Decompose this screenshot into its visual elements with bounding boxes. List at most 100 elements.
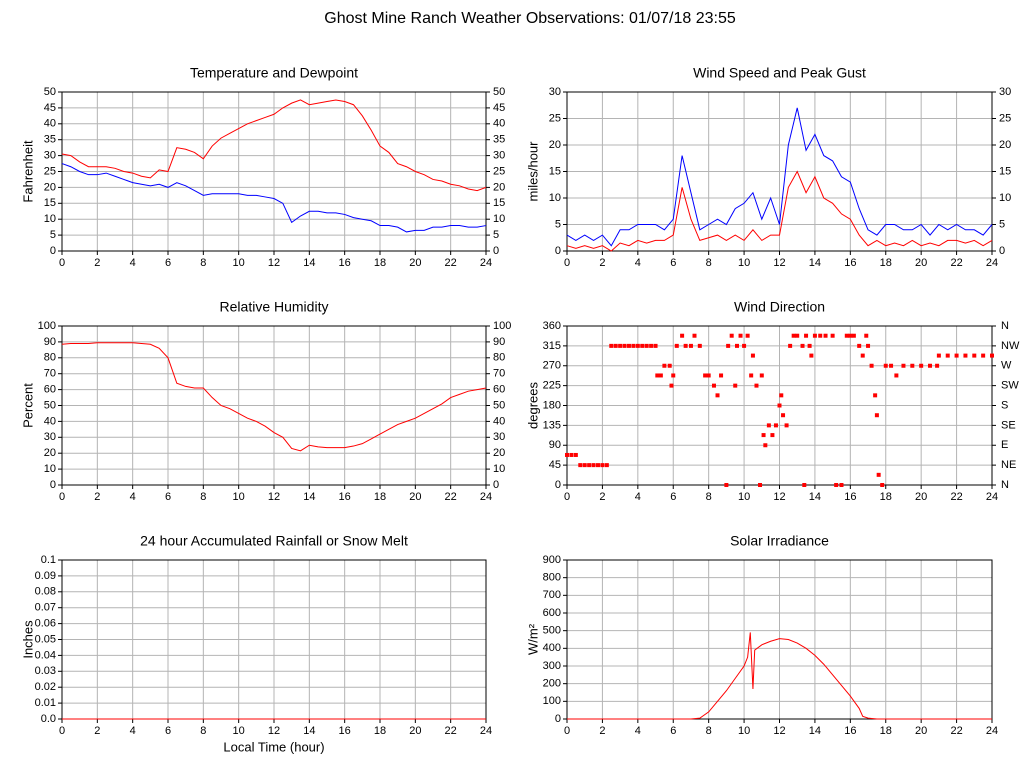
data-point — [703, 373, 708, 378]
y-tick-label-right: 35 — [493, 134, 505, 146]
x-tick-label: 16 — [339, 725, 351, 737]
data-point — [869, 363, 874, 368]
data-point — [766, 423, 771, 428]
y-tick-label: 10 — [44, 463, 56, 475]
data-point — [674, 343, 679, 348]
x-tick-label: 2 — [599, 725, 605, 737]
x-tick-label: 20 — [409, 491, 421, 503]
data-point — [742, 343, 747, 348]
data-point — [981, 353, 986, 358]
y-tick-label-right: 30 — [493, 150, 505, 162]
data-point — [582, 463, 587, 468]
data-point — [963, 353, 968, 358]
y-axis-label: Fahrenheit — [20, 140, 35, 203]
data-point — [945, 353, 950, 358]
data-point — [866, 343, 871, 348]
x-tick-label: 24 — [986, 491, 998, 503]
data-point — [600, 463, 605, 468]
y-tick-label: 135 — [543, 419, 561, 431]
x-tick-label: 4 — [130, 491, 136, 503]
x-tick-label: 14 — [809, 257, 821, 269]
y-tick-label-right: 15 — [999, 165, 1011, 177]
data-point — [763, 443, 768, 448]
data-point — [692, 333, 697, 338]
x-tick-label: 16 — [339, 491, 351, 503]
data-point — [873, 393, 878, 398]
x-tick-label: 0 — [59, 257, 65, 269]
x-tick-label: 16 — [844, 491, 856, 503]
x-tick-label: 8 — [200, 257, 206, 269]
x-tick-label: 4 — [130, 725, 136, 737]
data-point — [804, 333, 809, 338]
data-point — [745, 333, 750, 338]
data-point — [954, 353, 959, 358]
data-point — [807, 343, 812, 348]
x-tick-label: 18 — [374, 491, 386, 503]
y-tick-label: 315 — [543, 340, 561, 352]
y-axis-label: Inches — [20, 620, 35, 659]
x-tick-label: 24 — [480, 725, 492, 737]
y-tick-label: 35 — [44, 134, 56, 146]
data-point — [788, 343, 793, 348]
y2-tick-label: S — [1001, 399, 1008, 411]
data-point — [565, 452, 569, 457]
data-point — [795, 333, 800, 338]
x-tick-label: 16 — [844, 725, 856, 737]
data-point — [667, 363, 672, 368]
y-tick-label-right: 80 — [493, 352, 505, 364]
y-tick-label: 0.02 — [35, 681, 56, 693]
x-tick-label: 4 — [130, 257, 136, 269]
y-tick-label: 0.03 — [35, 665, 56, 677]
data-point — [591, 463, 596, 468]
y-tick-label: 0.07 — [35, 602, 56, 614]
y-tick-label: 360 — [543, 320, 561, 332]
data-point — [609, 343, 614, 348]
data-point — [823, 333, 828, 338]
y-tick-label: 45 — [44, 102, 56, 114]
data-point — [874, 413, 879, 418]
y-tick-label: 180 — [543, 399, 561, 411]
y-tick-label: 700 — [543, 589, 561, 601]
y-tick-label: 900 — [543, 554, 561, 566]
plot-frame — [566, 325, 993, 486]
y2-tick-label: NW — [1001, 340, 1020, 352]
x-tick-label: 16 — [339, 257, 351, 269]
y-tick-label-right: 70 — [493, 368, 505, 380]
x-tick-label: 22 — [445, 725, 457, 737]
y-tick-label: 100 — [543, 695, 561, 707]
data-point — [649, 343, 654, 348]
data-point — [658, 373, 663, 378]
x-tick-label: 12 — [773, 491, 785, 503]
chart-title: 24 hour Accumulated Rainfall or Snow Mel… — [140, 533, 408, 549]
data-point — [622, 343, 627, 348]
x-tick-label: 10 — [233, 725, 245, 737]
data-point — [750, 353, 755, 358]
x-tick-label: 20 — [915, 491, 927, 503]
data-point — [711, 383, 716, 388]
y-tick-label-right: 5 — [493, 229, 499, 241]
y-tick-label-right: 45 — [493, 102, 505, 114]
y-axis-label: miles/hour — [525, 141, 540, 202]
data-point — [773, 423, 778, 428]
y2-tick-label: SW — [1001, 380, 1019, 392]
x-tick-label: 12 — [773, 725, 785, 737]
y-tick-label-right: 0 — [999, 245, 1005, 257]
y-tick-label-right: 20 — [999, 139, 1011, 151]
x-tick-label: 12 — [268, 725, 280, 737]
x-tick-label: 0 — [564, 257, 570, 269]
data-point — [761, 433, 766, 438]
y-tick-label: 60 — [44, 384, 56, 396]
y-tick-label-right: 40 — [493, 118, 505, 130]
data-point — [680, 333, 685, 338]
y-tick-label-right: 50 — [493, 86, 505, 98]
y-tick-label: 90 — [44, 336, 56, 348]
y-tick-label: 40 — [44, 415, 56, 427]
plot-frame — [566, 91, 993, 252]
y-tick-label: 15 — [44, 197, 56, 209]
data-point — [662, 363, 667, 368]
data-point — [613, 343, 618, 348]
y-tick-label: 0.08 — [35, 586, 56, 598]
data-point — [754, 383, 759, 388]
x-tick-label: 2 — [94, 257, 100, 269]
y-tick-label: 0.0 — [41, 713, 56, 725]
